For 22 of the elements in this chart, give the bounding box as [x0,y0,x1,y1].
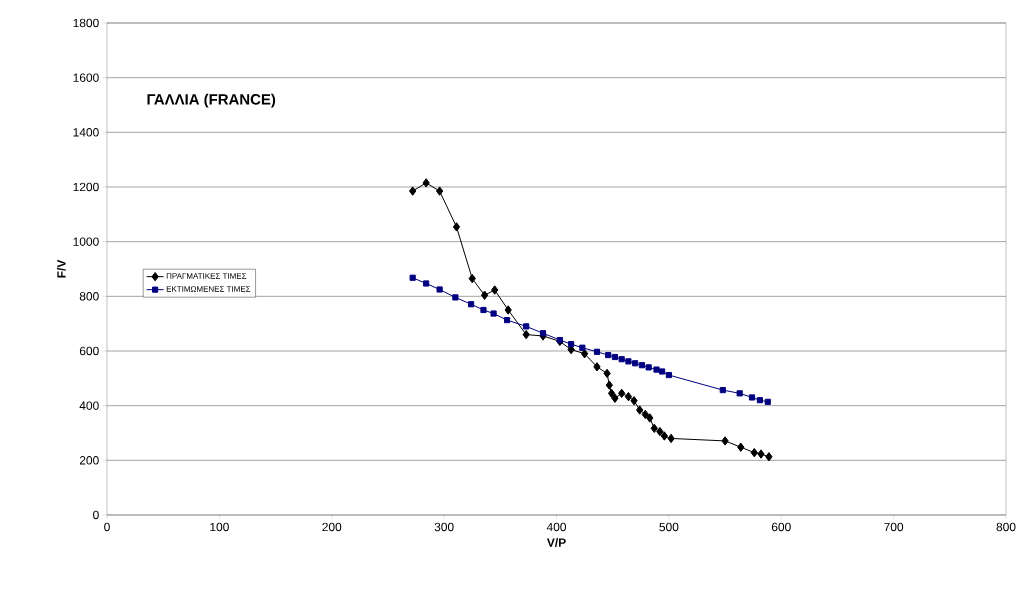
y-axis-title: F/V [56,259,66,278]
y-tick-label: 1600 [73,73,99,82]
x-tick-label: 700 [884,522,904,532]
y-tick-label: 1800 [73,18,99,28]
text: ΓΑΛΛΙΑ (FRANCE) [147,93,276,108]
x-tick-label: 100 [210,522,229,532]
y-tick-label: 800 [79,292,99,301]
x-tick-label: 500 [659,522,679,532]
y-tick-label: 200 [79,456,99,465]
x-tick-label: 800 [996,522,1016,532]
x-tick-label: 400 [546,522,567,532]
y-tick-label: 1400 [73,128,99,137]
y-tick-label: 1000 [73,237,99,246]
x-axis-title: V/P [546,538,566,547]
y-tick-label: 400 [79,401,99,410]
x-tick-label: 300 [434,522,454,532]
y-tick-label: 1200 [73,182,99,192]
x-tick-label: 0 [104,522,110,532]
y-tick-label: 0 [93,510,99,520]
y-tick-label: 600 [79,346,99,356]
x-tick-label: 200 [322,522,342,532]
x-tick-label: 600 [771,522,791,532]
